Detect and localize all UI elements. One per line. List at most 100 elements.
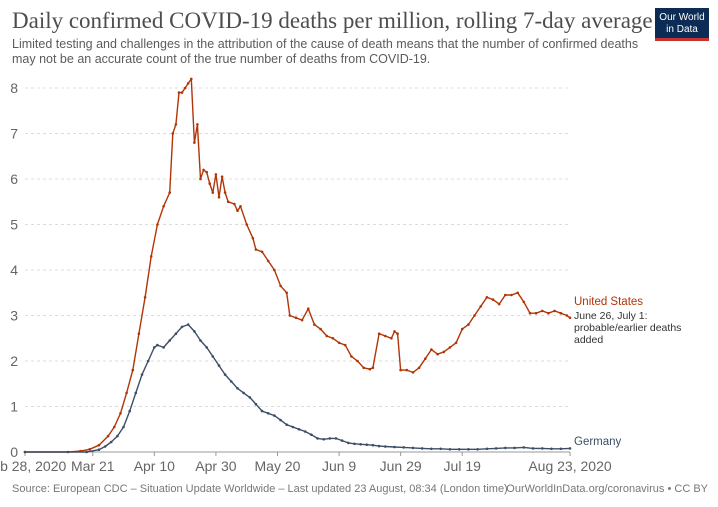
y-tick-label-5: 5 — [10, 217, 18, 233]
data-point-united-states-68 — [411, 371, 415, 374]
data-point-germany-68 — [559, 447, 563, 451]
data-point-united-states-93 — [565, 314, 569, 317]
data-point-germany-60 — [485, 447, 489, 451]
data-point-united-states-56 — [350, 355, 353, 358]
data-point-germany-24 — [230, 380, 233, 383]
annotation-line-3: added — [574, 333, 604, 346]
data-point-germany-40 — [328, 437, 332, 440]
data-point-united-states-34 — [226, 200, 230, 204]
data-point-germany-33 — [285, 423, 289, 427]
data-point-germany-44 — [353, 442, 356, 446]
data-point-germany-4 — [109, 440, 113, 444]
data-point-united-states-90 — [547, 311, 550, 315]
data-point-germany-65 — [531, 447, 535, 450]
data-point-germany-34 — [291, 425, 295, 429]
legend-label-germany[interactable]: Germany — [574, 436, 622, 449]
data-point-germany-50 — [393, 445, 396, 449]
data-point-united-states-51 — [319, 327, 322, 331]
data-point-united-states-50 — [313, 323, 316, 326]
data-point-united-states-79 — [479, 305, 483, 308]
data-point-united-states-70 — [424, 357, 427, 361]
data-point-united-states-57 — [356, 359, 359, 363]
data-point-united-states-63 — [390, 337, 393, 340]
data-point-germany-19 — [199, 339, 202, 342]
data-point-germany-36 — [303, 430, 307, 433]
data-point-united-states-65 — [396, 332, 399, 336]
data-point-germany-7 — [128, 409, 131, 413]
owid-logo[interactable]: Our World in Data — [655, 8, 709, 41]
x-tick-label-1: Mar 21 — [71, 458, 115, 474]
data-point-germany-48 — [377, 444, 381, 448]
data-point-united-states-44 — [279, 284, 282, 288]
data-point-united-states-64 — [393, 330, 396, 333]
data-point-united-states-33 — [223, 191, 227, 194]
data-point-germany-57 — [457, 448, 461, 451]
data-point-germany-61 — [494, 447, 498, 450]
data-point-united-states-22 — [190, 77, 193, 81]
data-point-germany-55 — [439, 447, 443, 451]
data-point-united-states-53 — [331, 337, 335, 340]
data-point-germany-0 — [23, 450, 27, 454]
x-tick-label-4: May 20 — [255, 458, 301, 474]
x-tick-label-5: Jun 9 — [322, 458, 356, 474]
data-point-united-states-21 — [186, 82, 190, 85]
data-point-united-states-43 — [273, 268, 276, 272]
data-point-united-states-54 — [337, 341, 341, 345]
logo-line-1: Our World — [659, 12, 705, 23]
data-point-germany-23 — [223, 373, 227, 376]
data-point-germany-47 — [371, 443, 375, 447]
logo-line-2: in Data — [666, 24, 698, 35]
data-point-germany-43 — [347, 441, 350, 445]
data-point-germany-59 — [476, 448, 479, 451]
source-note[interactable]: Source: European CDC – Situation Update … — [12, 483, 508, 495]
data-point-germany-6 — [122, 425, 125, 429]
data-point-united-states-69 — [417, 366, 421, 370]
data-point-united-states-17 — [174, 123, 178, 126]
series-line-united-states — [25, 78, 571, 453]
data-point-united-states-16 — [171, 132, 175, 135]
data-point-germany-45 — [359, 443, 362, 446]
data-point-germany-9 — [140, 373, 144, 376]
data-point-united-states-6 — [113, 425, 116, 429]
data-point-germany-20 — [205, 346, 208, 349]
data-point-germany-18 — [193, 330, 196, 333]
x-tick-label-3: Apr 30 — [195, 458, 236, 474]
data-point-united-states-49 — [307, 307, 310, 311]
data-point-united-states-10 — [137, 332, 141, 336]
data-point-germany-49 — [384, 445, 387, 448]
x-tick-label-8: Aug 23, 2020 — [528, 458, 612, 474]
data-point-germany-3 — [103, 445, 107, 448]
data-point-germany-54 — [430, 447, 433, 451]
data-point-germany-62 — [504, 446, 507, 450]
data-point-germany-64 — [522, 446, 526, 449]
data-point-germany-31 — [273, 414, 276, 417]
data-point-united-states-73 — [442, 350, 446, 354]
data-point-united-states-36 — [236, 209, 239, 213]
data-point-united-states-18 — [177, 91, 181, 94]
data-point-united-states-46 — [288, 314, 292, 317]
credit-link[interactable]: OurWorldInData.org/coronavirus • CC BY — [506, 483, 708, 495]
data-point-united-states-85 — [516, 291, 519, 295]
data-point-united-states-39 — [251, 236, 255, 240]
data-point-united-states-45 — [285, 291, 289, 295]
data-point-united-states-7 — [119, 412, 122, 415]
data-point-germany-28 — [254, 402, 258, 406]
data-point-united-states-14 — [162, 205, 165, 208]
data-point-united-states-25 — [199, 177, 202, 181]
data-point-united-states-72 — [436, 352, 439, 356]
x-tick-label-6: Jun 29 — [380, 458, 422, 474]
data-point-germany-37 — [310, 433, 313, 437]
data-point-united-states-48 — [300, 318, 304, 322]
y-tick-label-7: 7 — [10, 126, 18, 142]
data-point-germany-52 — [411, 446, 415, 450]
y-tick-label-0: 0 — [10, 444, 18, 460]
annotation-note: June 26, July 1: probable/earlier deaths… — [574, 310, 718, 346]
data-point-germany-22 — [217, 364, 221, 367]
x-tick-label-0: Feb 28, 2020 — [0, 458, 66, 474]
data-point-united-states-11 — [143, 296, 147, 299]
data-point-germany-25 — [236, 387, 239, 390]
legend-label-united-states[interactable]: United States — [574, 295, 644, 308]
data-point-united-states-66 — [399, 368, 402, 372]
data-point-germany-16 — [180, 325, 184, 329]
